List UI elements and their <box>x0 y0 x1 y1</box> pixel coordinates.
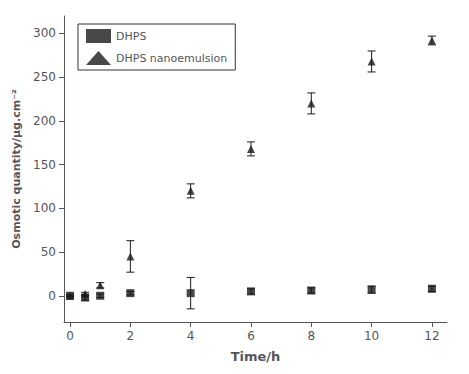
svg-text:8: 8 <box>307 329 315 343</box>
svg-text:100: 100 <box>33 201 56 215</box>
svg-text:6: 6 <box>247 329 255 343</box>
svg-text:150: 150 <box>33 158 56 172</box>
svg-text:250: 250 <box>33 70 56 84</box>
svg-text:DHPS: DHPS <box>116 30 146 43</box>
svg-text:0: 0 <box>48 289 56 303</box>
svg-text:12: 12 <box>424 329 439 343</box>
svg-text:50: 50 <box>41 245 56 259</box>
svg-text:10: 10 <box>364 329 379 343</box>
svg-text:DHPS nanoemulsion: DHPS nanoemulsion <box>116 52 227 65</box>
svg-text:4: 4 <box>187 329 195 343</box>
svg-text:300: 300 <box>33 26 56 40</box>
svg-text:Time/h: Time/h <box>231 349 281 364</box>
svg-text:2: 2 <box>127 329 135 343</box>
svg-text:Osmotic quantity/μg.cm⁻²: Osmotic quantity/μg.cm⁻² <box>10 89 23 249</box>
svg-text:0: 0 <box>66 329 74 343</box>
svg-text:200: 200 <box>33 114 56 128</box>
